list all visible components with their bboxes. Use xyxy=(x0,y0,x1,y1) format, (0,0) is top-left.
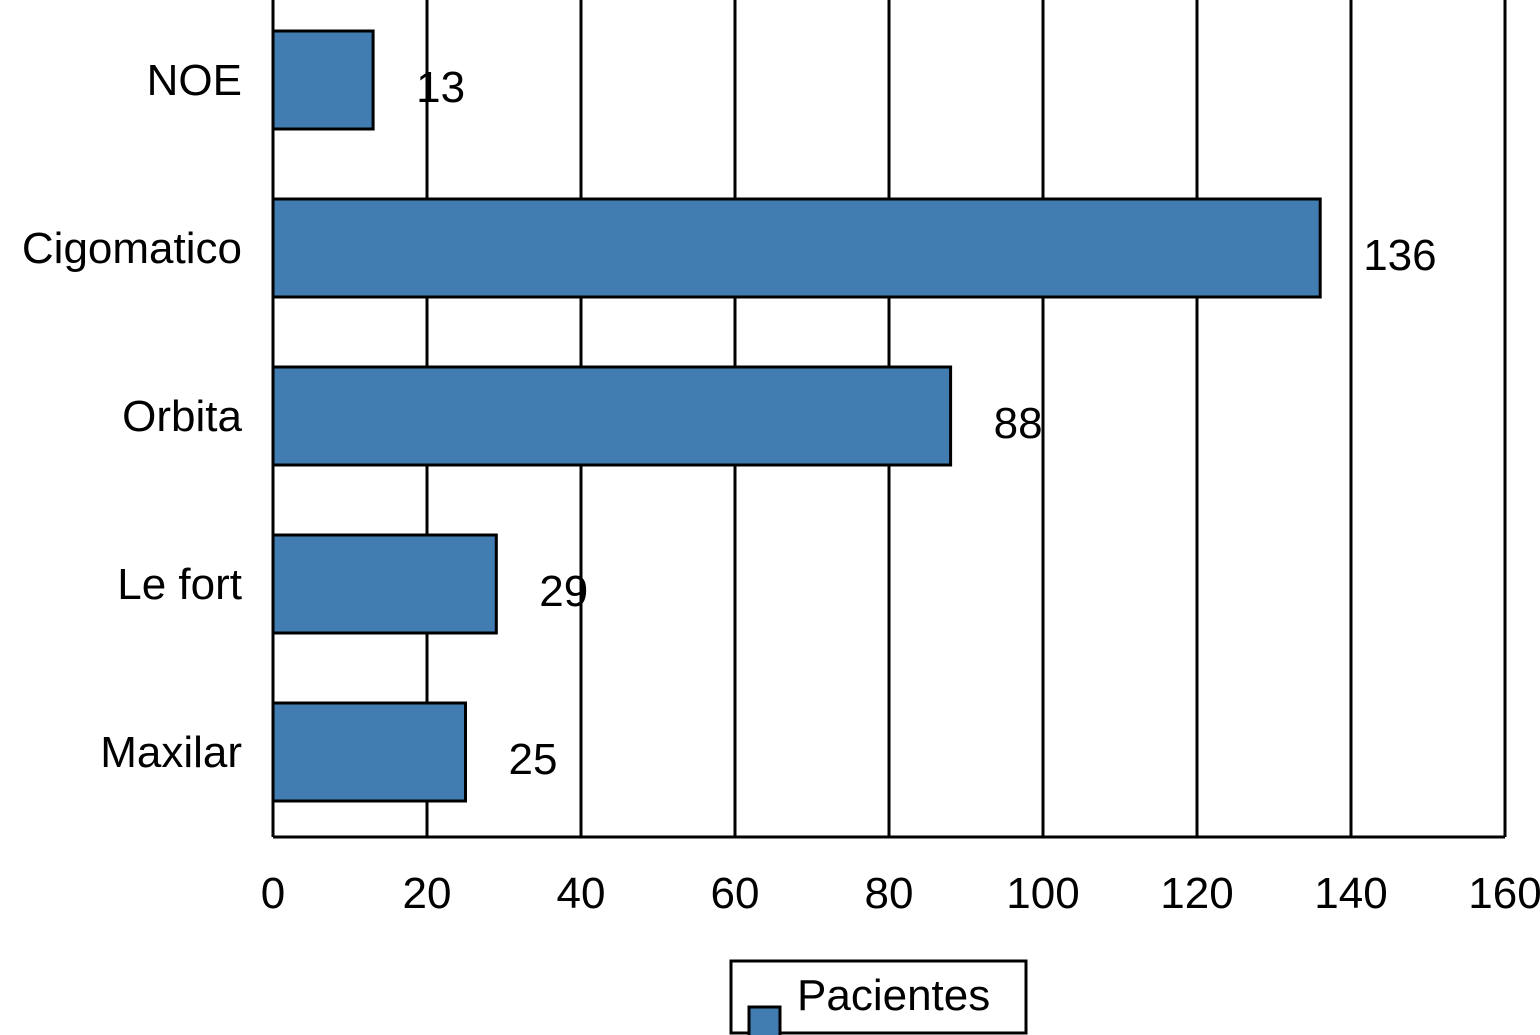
data-label: 136 xyxy=(1363,231,1436,280)
bar-noe xyxy=(271,29,375,131)
x-tick-labels: 0 20 40 60 80 100 120 140 160 xyxy=(261,869,1540,918)
x-tick-label: 100 xyxy=(1006,869,1079,918)
legend: Pacientes xyxy=(729,959,1028,1035)
data-label: 13 xyxy=(416,63,465,112)
category-label: Maxilar xyxy=(100,728,242,777)
x-tick-label: 140 xyxy=(1314,869,1387,918)
category-label: Orbita xyxy=(122,392,242,441)
x-tick-label: 60 xyxy=(711,869,760,918)
x-tick-label: 120 xyxy=(1160,869,1233,918)
bar-le-fort xyxy=(271,533,498,635)
data-label: 29 xyxy=(539,567,588,616)
bars xyxy=(271,29,1322,803)
axes xyxy=(271,0,1505,839)
category-labels: NOE Cigomatico Orbita Le fort Maxilar xyxy=(22,56,243,777)
x-tick-label: 40 xyxy=(557,869,606,918)
x-tick-label: 80 xyxy=(865,869,914,918)
legend-label: Pacientes xyxy=(797,971,990,1020)
bar-cigomatico xyxy=(271,197,1322,299)
bar-maxilar xyxy=(271,701,467,803)
category-label: NOE xyxy=(147,56,242,105)
x-tick-label: 0 xyxy=(261,869,285,918)
data-label: 25 xyxy=(509,735,558,784)
category-label: Cigomatico xyxy=(22,224,242,273)
category-label: Le fort xyxy=(117,560,242,609)
bar-orbita xyxy=(271,365,953,467)
data-labels: 13 136 88 29 25 xyxy=(416,63,1437,784)
x-tick-label: 20 xyxy=(403,869,452,918)
data-label: 88 xyxy=(994,399,1043,448)
legend-swatch xyxy=(747,1005,782,1035)
x-tick-label: 160 xyxy=(1468,869,1540,918)
